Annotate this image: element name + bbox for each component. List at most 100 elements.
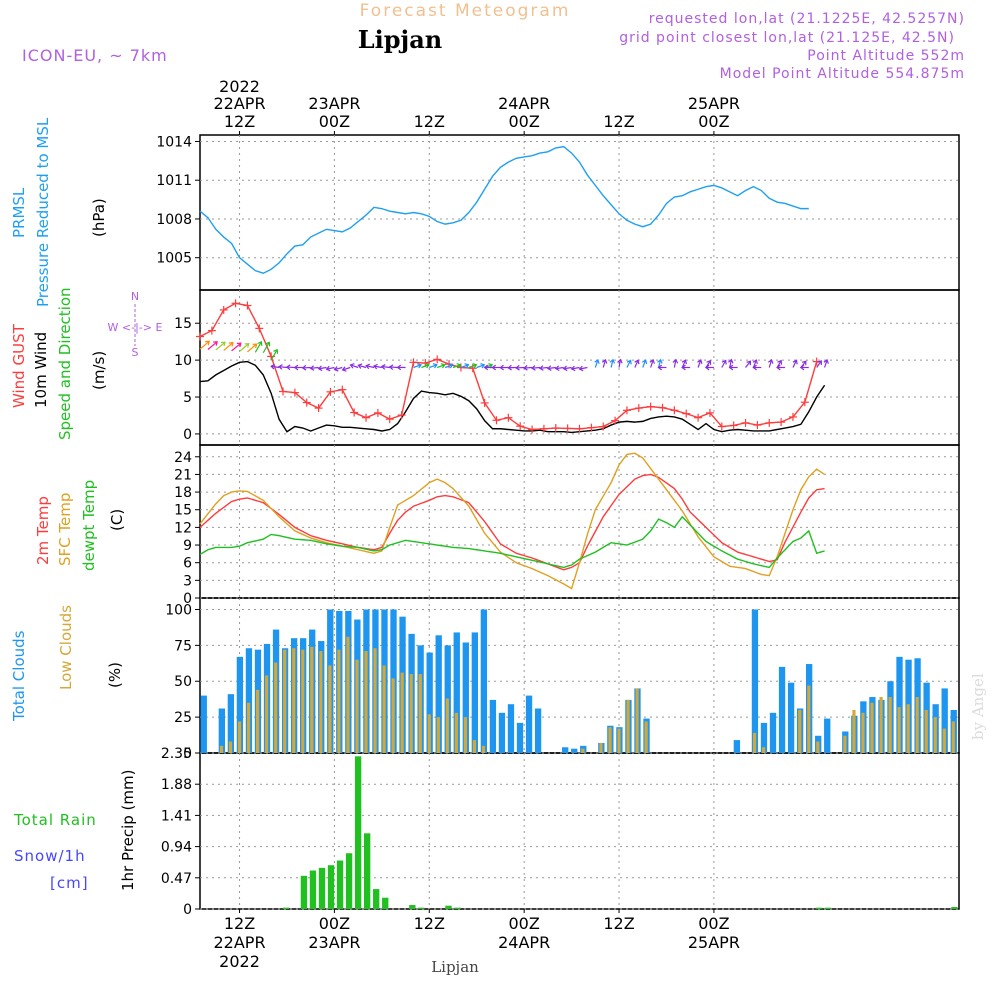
total-cloud-bar — [507, 704, 515, 753]
wind-arrow — [618, 359, 622, 368]
wind-arrow — [460, 364, 469, 369]
top-date-label: 24APR — [498, 94, 550, 113]
wind-arrow — [413, 364, 422, 369]
ytick-label: 12 — [174, 520, 192, 536]
wind-arrow-head — [309, 365, 315, 371]
wind-arrow — [381, 365, 390, 369]
wind-arrow-head — [776, 364, 781, 371]
ytick-label: 2.35 — [161, 746, 192, 762]
low-cloud-bar — [346, 636, 350, 753]
total-cloud-bar — [489, 699, 497, 753]
wind-arrow-head — [777, 359, 783, 365]
credit-watermark: by Angel — [969, 673, 987, 740]
wind-arrow — [254, 341, 262, 353]
wind-arrow — [247, 343, 258, 353]
bottom-date-label: 23APR — [308, 933, 360, 952]
wind-arrow-head — [357, 363, 363, 369]
wind-arrow-head — [681, 364, 686, 371]
wind-arrow-head — [236, 342, 242, 348]
wind-arrow-head — [649, 358, 655, 364]
bottom-date-label: 25APR — [688, 933, 740, 952]
rain-bar — [382, 897, 389, 909]
wind-arrow-head — [570, 365, 576, 372]
wind-arrow — [476, 364, 485, 369]
total-cloud-bar — [245, 648, 253, 753]
low-cloud-bar — [635, 688, 639, 753]
series-line — [199, 302, 818, 431]
top-hour-label: 12Z — [414, 112, 445, 131]
clouds-total-title: Total Clouds — [10, 630, 28, 722]
wind-arrow-head — [752, 359, 758, 365]
wind-arrow — [539, 366, 548, 369]
wind-arrow — [673, 359, 677, 368]
low-cloud-bar — [364, 651, 368, 753]
ytick-label: 0 — [183, 427, 192, 443]
bottom-hour-label: 00Z — [698, 914, 729, 933]
wind-arrow — [555, 366, 564, 370]
wind-arrow-head — [252, 343, 258, 349]
ytick-label: 75 — [174, 638, 192, 654]
temp-sfc-title: SFC Temp — [56, 493, 74, 566]
wind-arrow-head — [456, 363, 462, 369]
total-cloud-bar — [562, 747, 569, 753]
wind-arrow-head — [440, 363, 446, 369]
wind-arrow — [326, 366, 335, 370]
wind-arrow-head — [609, 358, 616, 364]
low-cloud-bar — [265, 675, 269, 753]
precip-snow-title: Snow/1h — [14, 847, 86, 865]
temp-2m-title: 2m Temp — [34, 496, 52, 565]
pressure-units: (hPa) — [90, 198, 108, 237]
footer-location: Lipjan — [431, 958, 479, 976]
bottom-year-label: 2022 — [219, 952, 260, 971]
wind-direction-title: Speed and Direction — [56, 287, 74, 440]
precip-units: 1hr Precip (mm) — [119, 770, 137, 891]
wind-arrow-head — [768, 358, 774, 364]
wind-arrow — [262, 342, 270, 354]
wind-arrow-head — [388, 364, 394, 370]
low-cloud-bar — [816, 741, 820, 753]
pressure-subtitle: Pressure Reduced to MSL — [34, 117, 52, 307]
low-cloud-bar — [445, 698, 449, 753]
wind-arrow — [729, 359, 732, 368]
total-cloud-bar — [453, 632, 460, 753]
low-cloud-bar — [228, 741, 233, 753]
wind-arrow-head — [672, 358, 679, 364]
wind-arrow-head — [746, 360, 752, 366]
ytick-label: 3 — [183, 573, 192, 589]
ytick-label: 0.47 — [161, 871, 192, 887]
low-cloud-bar — [843, 735, 847, 753]
wind-arrow — [207, 341, 218, 350]
wind-arrow — [231, 342, 242, 352]
low-cloud-bar — [879, 697, 883, 753]
low-cloud-bar — [951, 721, 955, 753]
low-cloud-bar — [418, 674, 422, 753]
ytick-label: 1.41 — [161, 808, 192, 824]
low-cloud-bar — [219, 745, 224, 753]
low-cloud-bar — [608, 727, 612, 753]
total-cloud-bar — [896, 656, 903, 753]
wind-arrow-head — [396, 364, 402, 371]
total-cloud-bar — [778, 666, 786, 753]
bottom-date-label: 22APR — [213, 933, 265, 952]
wind-arrow-head — [728, 364, 734, 371]
low-cloud-bar — [798, 709, 802, 753]
series-line — [199, 145, 809, 274]
low-cloud-bar — [599, 742, 603, 753]
series-line — [199, 473, 825, 571]
low-cloud-bar — [617, 728, 621, 753]
wind-arrow-head — [697, 359, 703, 364]
wind-arrow — [278, 366, 288, 369]
wind-arrow — [768, 359, 773, 368]
wind-gust-title: Wind GUST — [10, 323, 28, 408]
wind-arrow — [547, 366, 556, 370]
low-cloud-bar — [328, 665, 332, 753]
low-cloud-bar — [454, 712, 458, 753]
total-cloud-bar — [571, 748, 578, 753]
ytick-label: 0 — [183, 746, 192, 762]
wind-arrow-head — [228, 342, 234, 347]
wind-arrow — [444, 364, 453, 369]
wind-arrow — [594, 359, 599, 368]
precip-rain-title: Total Rain — [13, 811, 97, 829]
point-altitude: Point Altitude 552m — [807, 48, 965, 64]
